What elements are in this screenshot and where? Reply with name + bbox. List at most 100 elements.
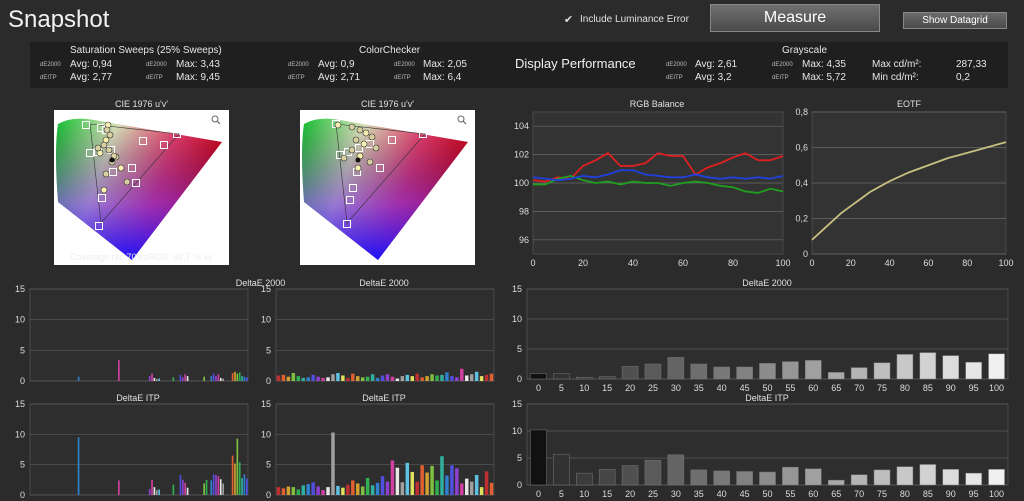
rgb-balance-chart: 104 102 100 98 96 0 20 40 60 80 100 xyxy=(514,111,791,268)
include-luminance-label: Include Luminance Error xyxy=(580,14,689,25)
bar xyxy=(667,357,685,380)
bar xyxy=(896,354,914,380)
bar xyxy=(385,374,390,381)
bar xyxy=(400,482,405,495)
y-tick-label: 5 xyxy=(517,453,522,463)
x-tick-label: 40 xyxy=(717,383,727,393)
y-tick-label: 10 xyxy=(512,426,522,436)
x-tick-label: 60 xyxy=(678,258,688,268)
bar xyxy=(301,377,305,381)
target-square xyxy=(343,220,351,228)
magnifier-icon xyxy=(211,115,221,125)
bar xyxy=(336,485,340,495)
x-tick-label: 60 xyxy=(808,489,818,499)
bar xyxy=(621,366,639,380)
gamut-triangle xyxy=(335,123,426,224)
bar xyxy=(380,476,385,495)
measured-point xyxy=(368,133,376,141)
plot-area xyxy=(29,288,249,382)
plot-area xyxy=(275,288,495,382)
bar xyxy=(460,483,464,495)
bar xyxy=(553,373,570,380)
bar xyxy=(460,368,464,381)
bar xyxy=(530,429,547,486)
target-square xyxy=(132,179,140,187)
bar xyxy=(420,465,424,495)
bar xyxy=(988,469,1005,486)
x-tick-label: 80 xyxy=(962,258,972,268)
bar xyxy=(155,490,158,495)
cie-diagram-right[interactable] xyxy=(300,110,475,265)
x-tick-label: 35 xyxy=(694,383,704,393)
y-tick-label: 0 xyxy=(20,490,25,500)
y-tick-label: 0 xyxy=(517,480,522,490)
bar xyxy=(390,460,395,495)
bar xyxy=(326,487,330,495)
bar xyxy=(331,374,335,381)
bar xyxy=(184,374,187,381)
bar xyxy=(296,489,301,495)
bar xyxy=(484,471,489,495)
bar xyxy=(316,376,320,381)
measured-point xyxy=(106,131,114,139)
bar xyxy=(410,376,414,381)
bar xyxy=(360,486,365,495)
bar xyxy=(598,469,616,486)
x-tick-label: 100 xyxy=(998,258,1013,268)
tag: dE2000 xyxy=(666,62,687,68)
target-square xyxy=(355,144,363,152)
y-tick-label: 5 xyxy=(266,460,271,470)
saturation-title: Saturation Sweeps (25% Sweeps) xyxy=(70,45,222,56)
y-tick-label: 10 xyxy=(15,315,25,325)
bar xyxy=(234,463,236,495)
y-tick-label: 10 xyxy=(15,429,25,439)
y-tick-label: 15 xyxy=(261,284,271,294)
series-line xyxy=(532,169,784,182)
bar xyxy=(210,376,213,381)
include-luminance-checkbox[interactable]: ✔ Include Luminance Error xyxy=(563,14,689,26)
bar xyxy=(241,376,243,381)
bar xyxy=(321,490,325,495)
gs-min-lum-label: Min cd/m²: xyxy=(872,72,919,83)
bar xyxy=(644,459,662,486)
cie-diagram-left[interactable] xyxy=(54,110,229,265)
measured-point xyxy=(360,140,368,148)
bar xyxy=(455,468,459,495)
bar xyxy=(346,484,350,495)
bar xyxy=(805,360,822,380)
x-tick-label: 95 xyxy=(969,489,979,499)
measured-point xyxy=(354,164,362,172)
gamut-triangle xyxy=(89,123,180,224)
bar xyxy=(445,475,449,495)
bar xyxy=(850,474,868,486)
x-tick-label: 25 xyxy=(648,489,658,499)
bar xyxy=(331,432,335,495)
y-tick-label: 100 xyxy=(514,178,529,188)
bar xyxy=(222,378,224,381)
bar xyxy=(172,377,175,381)
bar xyxy=(148,376,151,381)
x-tick-label: 20 xyxy=(625,489,635,499)
bar xyxy=(919,352,937,380)
measure-button[interactable]: Measure xyxy=(710,4,880,32)
bar xyxy=(474,474,479,495)
bar xyxy=(445,372,449,381)
bar xyxy=(425,472,429,495)
bar xyxy=(77,376,80,381)
x-tick-label: 40 xyxy=(628,258,638,268)
gs-max-lum: 287,33 xyxy=(956,59,987,70)
x-tick-label: 45 xyxy=(740,383,750,393)
bar xyxy=(759,471,776,486)
bar xyxy=(184,482,187,495)
tag: dEITP xyxy=(394,75,411,81)
bar xyxy=(316,486,320,495)
show-datagrid-button[interactable]: Show Datagrid xyxy=(903,12,1007,29)
bar xyxy=(179,474,182,495)
x-tick-label: 45 xyxy=(740,489,750,499)
bar xyxy=(231,455,234,495)
bar xyxy=(919,464,937,486)
bar xyxy=(153,487,156,495)
cie-right-title: CIE 1976 u'v' xyxy=(361,99,414,109)
bar xyxy=(400,376,405,381)
bar xyxy=(827,479,845,486)
